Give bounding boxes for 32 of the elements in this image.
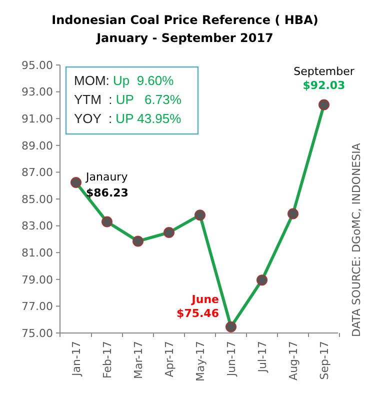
x-tick-label: Feb-17: [101, 341, 114, 378]
y-tick-label: 87.00: [22, 166, 53, 180]
x-tick-label: Apr-17: [163, 341, 176, 378]
x-tick-label: Jun-17: [225, 341, 238, 378]
y-tick-label: 79.00: [22, 273, 53, 286]
annotation: YOY : UP 43.95%: [74, 111, 182, 126]
x-tick-label: Jan-17: [70, 341, 83, 377]
x-tick-label: Aug-17: [287, 341, 300, 380]
data-label: $92.03: [302, 78, 346, 92]
y-tick-label: 85.00: [22, 192, 53, 206]
x-tick-label: Jul-17: [256, 341, 269, 374]
annotation: June: [190, 292, 219, 306]
y-tick-label: 89.00: [22, 139, 53, 152]
y-tick-label: 83.00: [22, 220, 53, 233]
y-tick-label: 93.00: [22, 86, 53, 99]
chart-title: Indonesian Coal Price Reference ( HBA): [52, 13, 318, 27]
y-tick-label: 75.00: [22, 326, 53, 340]
annotation: MOM: Up 9.60%: [74, 73, 174, 88]
chart-subtitle: January - September 2017: [96, 31, 274, 45]
data-label: $75.46: [176, 306, 220, 320]
y-tick-label: 91.00: [22, 112, 53, 126]
y-tick-label: 95.00: [22, 58, 53, 72]
data-label: $86.23: [86, 186, 128, 200]
y-tick-label: 81.00: [22, 246, 53, 260]
source-note: DATA SOURCE: DGoMC, INDONESIA: [350, 142, 363, 337]
x-tick-label: May-17: [194, 341, 207, 382]
x-tick-label: Mar-17: [132, 341, 145, 380]
x-tick-label: Sep-17: [318, 341, 331, 380]
annotation: YTM : UP 6.73%: [74, 92, 182, 107]
y-tick-label: 77.00: [22, 300, 53, 314]
annotation: September: [294, 64, 355, 78]
annotation: Janaury: [85, 170, 128, 184]
